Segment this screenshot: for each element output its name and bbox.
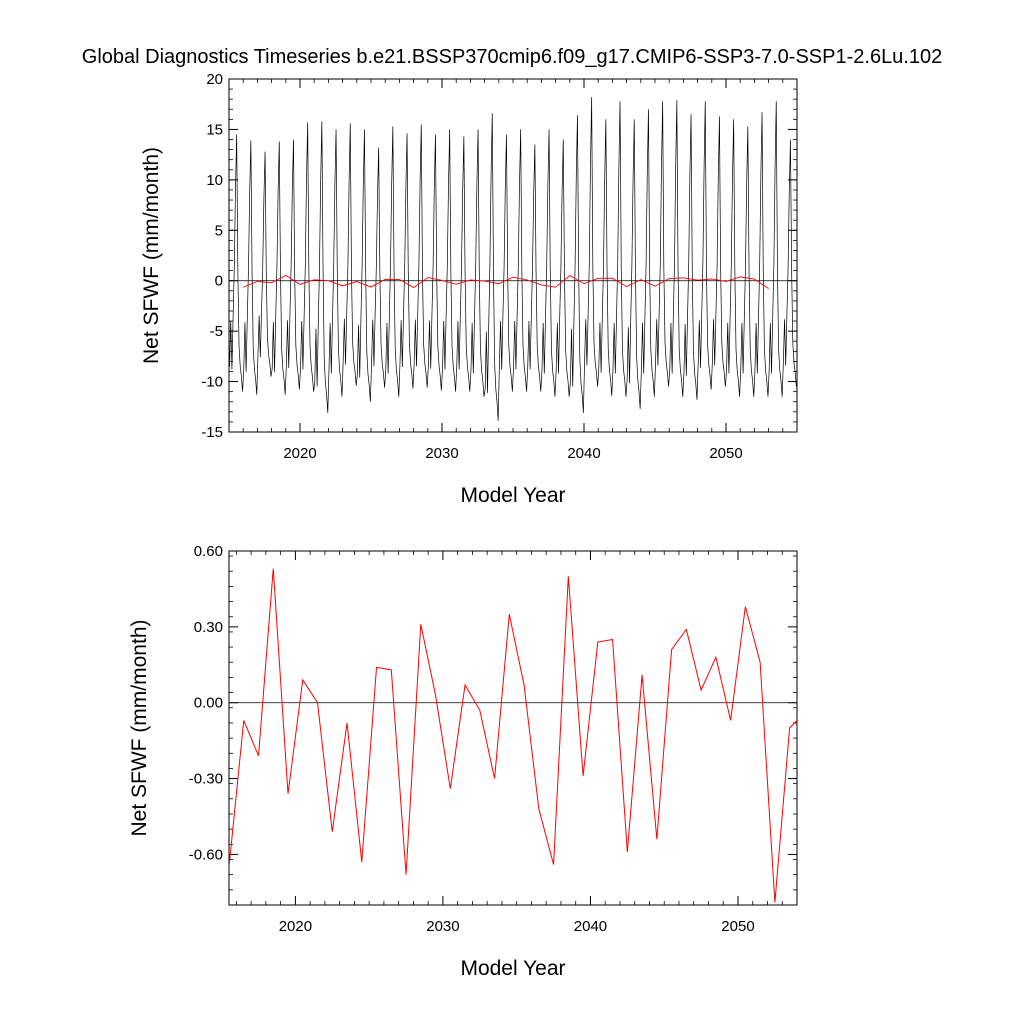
x-axis-label: Model Year <box>460 957 565 980</box>
x-axis-label: Model Year <box>460 484 565 507</box>
monthly-series-line <box>229 97 797 421</box>
y-tick-label: 0.00 <box>194 695 223 712</box>
y-tick-label: 20 <box>206 71 223 88</box>
y-tick-label: 0 <box>215 273 223 290</box>
x-tick-label: 2050 <box>721 918 754 935</box>
y-tick-label: 10 <box>206 172 223 189</box>
y-tick-label: -0.60 <box>189 846 223 863</box>
x-tick-label: 2030 <box>425 445 458 462</box>
annual-mean-line <box>243 274 769 290</box>
x-tick-label: 2050 <box>709 445 742 462</box>
bottom-panel: 2020 2030 2040 2050 -0.60 -0.30 0.00 0.30 0.60 Mo… <box>128 543 798 980</box>
y-tick-label: -15 <box>201 424 223 441</box>
y-tick-label: 0.60 <box>194 543 223 560</box>
x-tick-label: 2020 <box>283 445 316 462</box>
y-axis-label: Net SFWF (mm/month) <box>140 147 163 364</box>
y-tick-label: -10 <box>201 374 223 391</box>
y-tick-label: -5 <box>210 323 223 340</box>
x-tick-label: 2040 <box>567 445 600 462</box>
x-tick-label: 2040 <box>574 918 607 935</box>
top-panel: 2020 2030 2040 2050 -15 -10 -5 0 5 10 15 20 Model Ye… <box>140 71 798 507</box>
figure-title: Global Diagnostics Timeseries b.e21.BSSP… <box>82 46 942 68</box>
x-tick-label: 2020 <box>279 918 312 935</box>
plot-frame <box>228 550 798 906</box>
y-tick-label: 0.30 <box>194 619 223 636</box>
x-tick-label: 2030 <box>426 918 459 935</box>
y-tick-label: 15 <box>206 121 223 138</box>
annual-series-line <box>229 568 797 903</box>
y-tick-label: -0.30 <box>189 771 223 788</box>
y-axis-label: Net SFWF (mm/month) <box>128 619 151 836</box>
y-tick-label: 5 <box>215 222 223 239</box>
